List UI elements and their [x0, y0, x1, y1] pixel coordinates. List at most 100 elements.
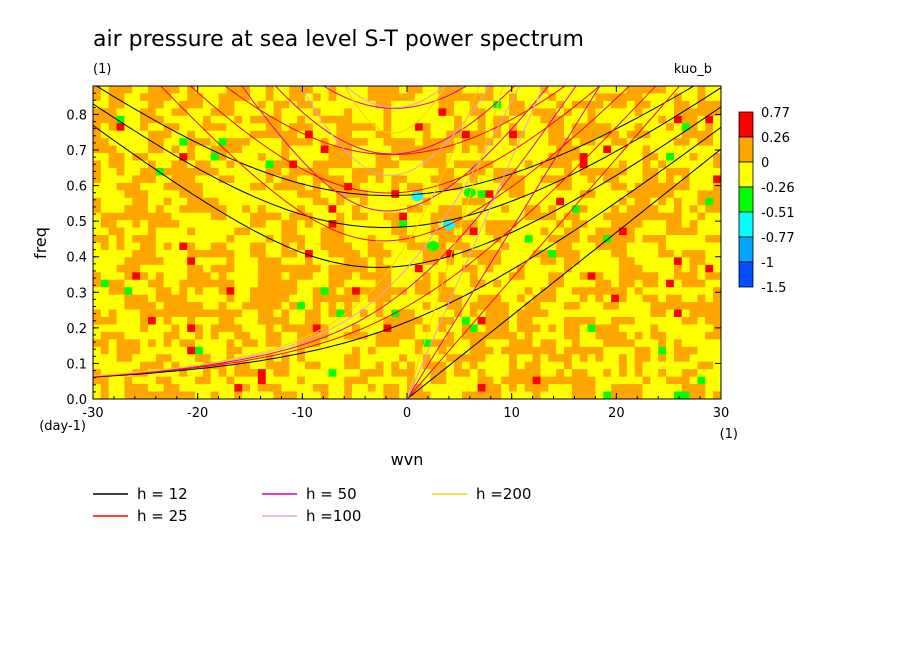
heatmap-cell [681, 317, 691, 326]
heatmap-cell [666, 197, 675, 206]
heatmap-cell [681, 220, 691, 229]
heatmap-cell [210, 242, 220, 251]
heatmap-cell [689, 376, 699, 385]
heatmap-cell [524, 249, 534, 258]
heatmap-cell [273, 331, 282, 340]
heatmap-cell [289, 354, 298, 363]
heatmap-cell [312, 346, 322, 355]
heatmap-cell [195, 182, 204, 191]
heatmap-cell [116, 339, 125, 348]
heatmap-cell [414, 309, 424, 318]
heatmap-cell [320, 212, 330, 221]
heatmap-cell [516, 339, 526, 348]
heatmap-cell [658, 384, 667, 393]
heatmap-cell [124, 361, 133, 370]
heatmap-cell [108, 86, 118, 95]
heatmap-cell [713, 294, 721, 303]
heatmap-cell [304, 369, 314, 378]
heatmap-cell [603, 339, 612, 348]
heatmap-cell [461, 100, 471, 109]
heatmap-cell [140, 264, 149, 273]
heatmap-cell [375, 108, 385, 117]
heatmap-cell [383, 242, 392, 251]
heatmap-cell [603, 123, 612, 132]
heatmap-cell [564, 123, 573, 132]
heatmap-cell [446, 302, 455, 311]
heatmap-cell [367, 346, 377, 355]
heatmap-cell [375, 220, 385, 229]
heatmap-cell [100, 130, 110, 139]
heatmap-cell [218, 294, 228, 303]
heatmap-cell [195, 279, 204, 288]
heatmap-cell [312, 86, 322, 95]
heatmap-cell [414, 361, 424, 370]
heatmap-cell [265, 331, 275, 340]
heatmap-cell [422, 227, 432, 236]
heatmap-cell [697, 346, 706, 355]
heatmap-cell [461, 331, 471, 340]
heatmap-cell [367, 130, 377, 139]
heatmap-cell [281, 130, 290, 139]
heatmap-cell [697, 130, 706, 139]
heatmap-cell [218, 331, 228, 340]
heatmap-cell [501, 384, 510, 393]
heatmap-cell [273, 160, 282, 169]
heatmap-cell [140, 167, 149, 177]
heatmap-cell [320, 384, 330, 393]
heatmap-cell [116, 249, 125, 258]
heatmap-cell [571, 384, 581, 393]
heatmap-cell [689, 294, 699, 303]
heatmap-cell [697, 302, 706, 311]
heatmap-cell [132, 205, 141, 214]
heatmap-cell [618, 153, 628, 162]
heatmap-cell [93, 346, 102, 355]
heatmap-cell [344, 287, 353, 296]
heatmap-cell [289, 175, 298, 184]
heatmap-cell [93, 108, 102, 117]
heatmap-cell [320, 339, 330, 348]
heatmap-cell [618, 384, 628, 393]
heatmap-cell [226, 309, 235, 318]
heatmap-cell [108, 242, 118, 251]
heatmap-cell [454, 309, 463, 318]
heatmap-cell [328, 249, 337, 258]
heatmap-cell [202, 100, 212, 109]
dispersion-curve [406, 86, 504, 399]
heatmap-cell [383, 369, 392, 378]
heatmap-cell [289, 376, 298, 385]
heatmap-cell [399, 354, 408, 363]
heatmap-cell [281, 294, 290, 303]
heatmap-cell [501, 309, 510, 318]
heatmap-cell [399, 167, 408, 177]
heatmap-cell [689, 272, 699, 281]
heatmap-cell [666, 317, 675, 326]
heatmap-cell [124, 220, 133, 229]
heatmap-cell [689, 153, 699, 162]
heatmap-cell [626, 190, 636, 199]
heatmap-cell [273, 324, 282, 333]
heatmap-cell [427, 241, 440, 252]
heatmap-cell [697, 212, 706, 221]
heatmap-cell [587, 197, 596, 206]
heatmap-cell [611, 302, 620, 311]
heatmap-cell [634, 153, 644, 162]
heatmap-cell [713, 235, 721, 244]
heatmap-cell [485, 279, 494, 288]
heatmap-cell [155, 302, 165, 311]
heatmap-cell [446, 235, 455, 244]
heatmap-cell [587, 93, 596, 102]
heatmap-cell [454, 317, 463, 326]
heatmap-cell [218, 317, 228, 326]
heatmap-cell [485, 160, 494, 169]
heatmap-cell [524, 205, 534, 214]
heatmap-cell [516, 93, 526, 102]
heatmap-cell [147, 167, 157, 177]
heatmap-cell [187, 257, 196, 266]
heatmap-cell [485, 86, 494, 95]
heatmap-cell [218, 160, 228, 169]
heatmap-cell [454, 257, 463, 266]
heatmap-cell [179, 324, 188, 333]
heatmap-cell [187, 354, 196, 363]
heatmap-cell [171, 317, 180, 326]
heatmap-cell [265, 309, 275, 318]
